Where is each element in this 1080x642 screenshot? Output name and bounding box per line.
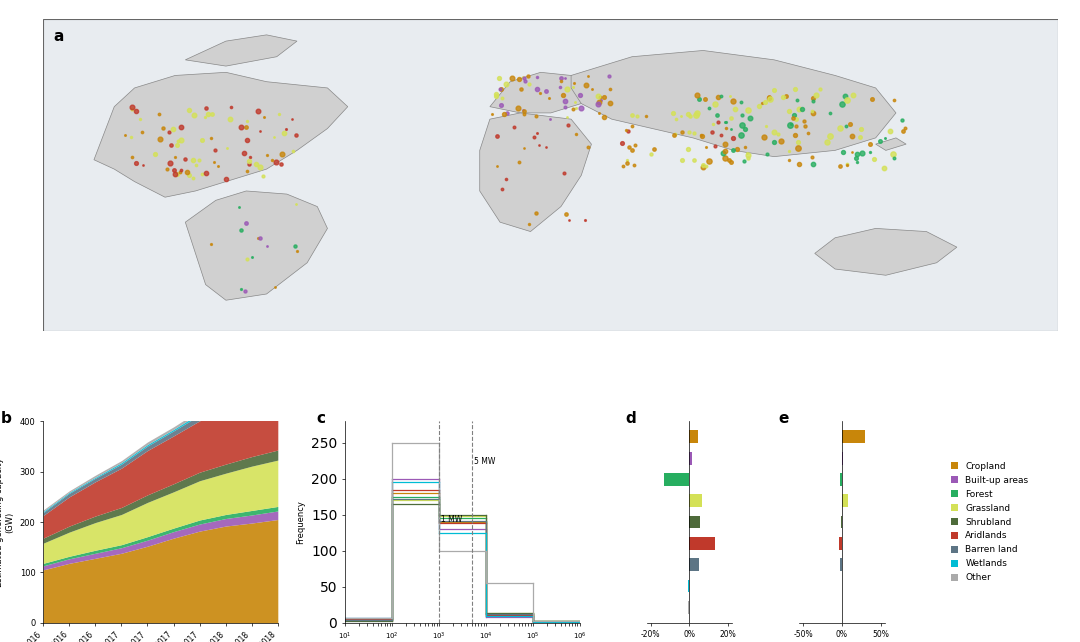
Bar [842,452,843,465]
Text: e: e [778,412,788,426]
Bar [839,537,842,550]
Bar [842,431,865,443]
Bar [840,559,842,571]
Bar [689,431,698,443]
Y-axis label: Estimated generating capacity
(GW): Estimated generating capacity (GW) [0,457,14,587]
Bar [689,452,692,465]
Polygon shape [571,51,896,157]
Polygon shape [186,191,327,300]
Bar [842,494,848,507]
Text: a: a [53,29,64,44]
Polygon shape [876,138,906,150]
Text: 1 MW: 1 MW [441,515,462,524]
Y-axis label: Frequency: Frequency [296,500,306,544]
Text: d: d [625,412,636,426]
Bar [839,473,842,486]
Bar [664,473,689,486]
Bar [689,559,699,571]
Bar [689,537,715,550]
Polygon shape [490,73,592,113]
Polygon shape [814,229,957,275]
Legend: Cropland, Built-up areas, Forest, Grassland, Shrubland, Aridlands, Barren land, : Cropland, Built-up areas, Forest, Grassl… [951,462,1028,582]
Polygon shape [480,113,592,232]
Bar [689,494,702,507]
Polygon shape [94,73,348,197]
Text: 5 MW: 5 MW [473,458,495,467]
FancyBboxPatch shape [43,19,1058,331]
Text: b: b [1,412,12,426]
Bar [689,516,700,528]
Text: c: c [316,412,326,426]
Polygon shape [186,35,297,66]
